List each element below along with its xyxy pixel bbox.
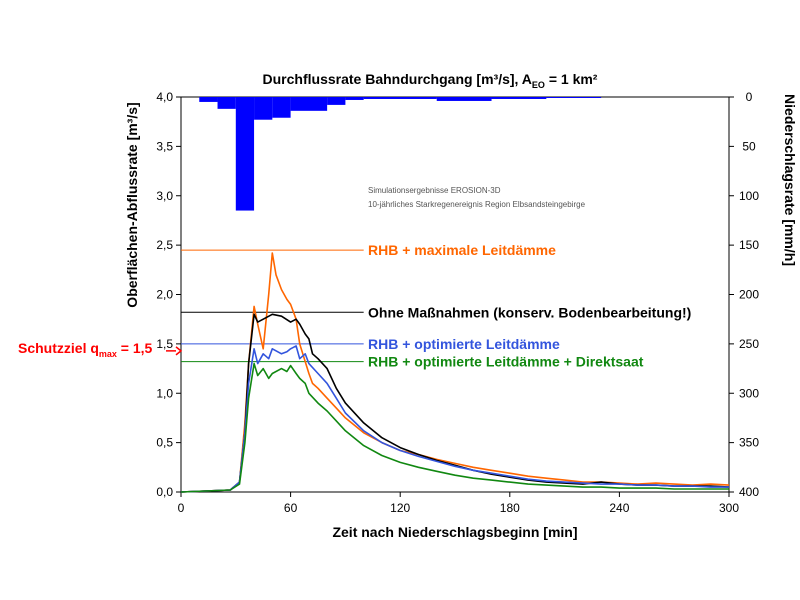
y2-axis-label: Niederschlagsrate [mm/h] (782, 94, 798, 266)
y-axis: 0,0 0,5 1,0 1,5 2,0 2,5 3,0 3,5 4,0 (156, 90, 181, 499)
x-tick-label: 300 (719, 501, 739, 515)
rain-bar (436, 97, 492, 101)
y2-tick-label: 50 (742, 139, 756, 153)
rain-bar (217, 97, 236, 109)
rain-bar (235, 97, 255, 211)
rain-bar (199, 97, 218, 102)
x-tick-label: 120 (390, 501, 410, 515)
y-tick-label: 3,0 (156, 189, 173, 203)
y2-tick-label: 250 (739, 337, 759, 351)
series-label: Ohne Maßnahmen (konserv. Bodenbearbeitun… (368, 304, 691, 320)
series-lines (180, 252, 730, 493)
y2-tick-label: 200 (739, 288, 759, 302)
series-label: RHB + optimierte Leitdämme (368, 336, 560, 352)
y-tick-label: 0,5 (156, 436, 173, 450)
chart-title: Durchflussrate Bahndurchgang [m³/s], AEO… (263, 71, 598, 90)
y2-tick-label: 100 (739, 189, 759, 203)
schutzziel-arrow-icon (166, 346, 183, 356)
rain-bar (363, 97, 437, 99)
x-tick-label: 240 (609, 501, 629, 515)
series-line (180, 345, 729, 493)
x-tick-label: 180 (500, 501, 520, 515)
y2-tick-label: 300 (739, 386, 759, 400)
x-axis: 0 60 120 180 240 300 (178, 492, 739, 515)
x-axis-label: Zeit nach Niederschlagsbeginn [min] (332, 524, 577, 540)
y2-axis: 0 50 100 150 200 250 300 350 400 (729, 90, 759, 499)
reference-lines (181, 249, 364, 363)
x-tick-label: 0 (178, 501, 185, 515)
y2-tick-label: 400 (739, 485, 759, 499)
arrow-head (175, 346, 183, 356)
series-label: RHB + optimierte Leitdämme + Direktsaat (368, 354, 644, 370)
schutzziel-label: Schutzziel qmax = 1,5 (18, 340, 153, 359)
x-tick-label: 60 (284, 501, 298, 515)
y-tick-label: 2,5 (156, 238, 173, 252)
rain-bars (199, 97, 602, 211)
y-tick-label: 0,0 (156, 485, 173, 499)
y2-tick-label: 350 (739, 436, 759, 450)
y-tick-label: 2,0 (156, 288, 173, 302)
note-line-1: Simulationsergebnisse EROSION-3D (368, 186, 501, 195)
series-line (180, 252, 730, 493)
y-tick-label: 3,5 (156, 139, 173, 153)
y-tick-label: 1,0 (156, 386, 173, 400)
rain-bar (546, 97, 602, 98)
plot-area (180, 96, 730, 493)
rain-bar (254, 97, 273, 120)
series-line (180, 362, 729, 493)
y2-tick-label: 0 (746, 90, 753, 104)
note-line-2: 10-jährliches Starkregenereignis Region … (368, 200, 586, 209)
rain-bar (491, 97, 547, 99)
chart-title-subscript: EO (532, 80, 545, 90)
rain-bar (327, 97, 346, 105)
series-labels: RHB + maximale Leitdämme Ohne Maßnahmen (… (368, 242, 691, 370)
rain-bar (290, 97, 328, 111)
y-tick-label: 1,5 (156, 337, 173, 351)
series-label: RHB + maximale Leitdämme (368, 242, 556, 258)
series-line (180, 313, 730, 493)
y-axis-label: Oberflächen-Abflussrate [m³/s] (124, 102, 140, 307)
rain-bar (272, 97, 291, 118)
y-tick-label: 4,0 (156, 90, 173, 104)
rain-bar (345, 97, 364, 100)
y2-tick-label: 150 (739, 238, 759, 252)
